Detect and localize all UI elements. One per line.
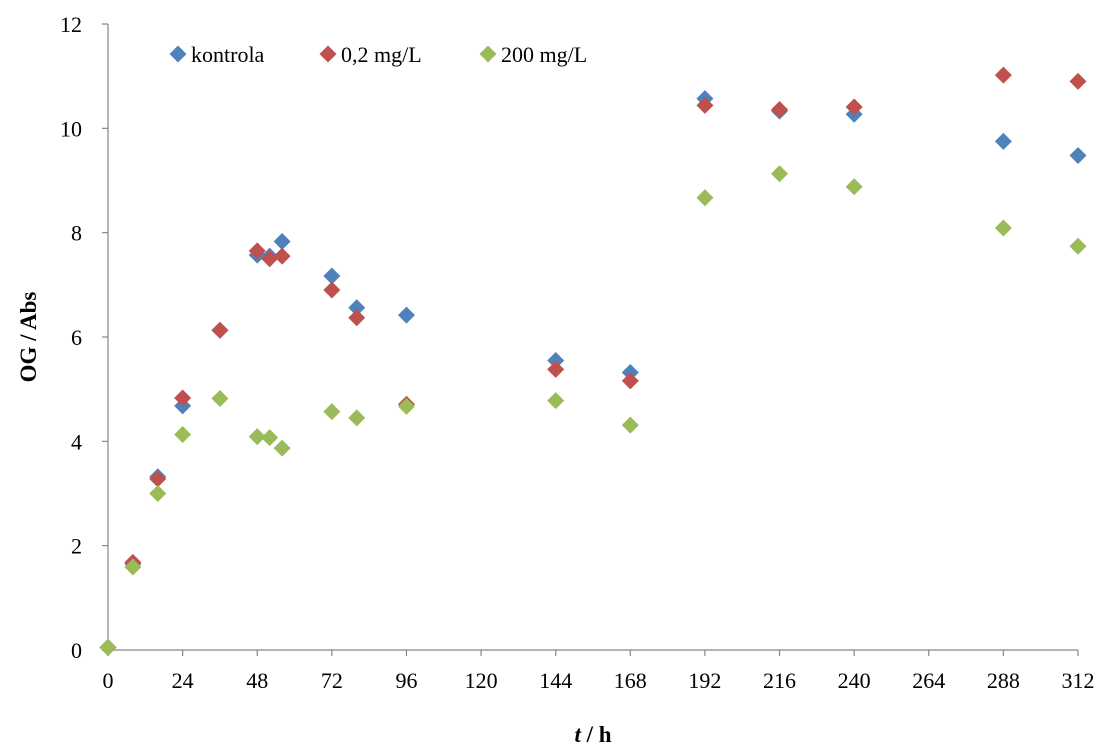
x-axis-title-variable: t: [574, 722, 581, 747]
data-point: [261, 429, 279, 447]
x-tick-label: 240: [838, 668, 871, 693]
data-point: [323, 403, 341, 421]
data-point: [174, 389, 192, 407]
legend: kontrola 0,2 mg/L 200 mg/L: [169, 42, 587, 67]
x-axis-title: t / h: [574, 722, 611, 747]
x-tick-label: 72: [321, 668, 343, 693]
y-tick-label: 0: [71, 638, 82, 663]
x-axis-ticks: 0 24 48 72 96 120 144 168 192 216 240 264 288 312: [103, 650, 1095, 693]
data-point: [621, 372, 639, 390]
x-tick-label: 144: [539, 668, 572, 693]
data-point: [99, 638, 117, 656]
data-point: [261, 250, 279, 268]
data-point: [696, 96, 714, 114]
legend-item: 0,2 mg/L: [319, 42, 422, 67]
data-point: [149, 485, 167, 502]
data-points: [99, 66, 1087, 656]
data-point: [994, 219, 1012, 237]
data-point: [248, 428, 266, 446]
data-point: [621, 416, 639, 434]
y-tick-label: 6: [71, 325, 82, 350]
legend-label: kontrola: [191, 42, 265, 67]
x-tick-label: 312: [1062, 668, 1095, 693]
data-point: [547, 360, 565, 378]
x-tick-label: 120: [465, 668, 498, 693]
data-point: [124, 558, 142, 576]
data-point: [994, 66, 1012, 84]
y-tick-label: 12: [60, 12, 82, 37]
x-tick-label: 216: [763, 668, 796, 693]
data-point: [211, 390, 229, 408]
y-tick-label: 10: [60, 116, 82, 141]
y-axis-title: OG / Abs: [16, 292, 41, 383]
y-tick-label: 8: [71, 221, 82, 246]
legend-label: 200 mg/L: [501, 42, 587, 67]
data-point: [323, 267, 341, 285]
data-point: [248, 242, 266, 260]
data-point: [771, 165, 789, 183]
x-tick-label: 192: [688, 668, 721, 693]
data-point: [149, 470, 167, 488]
x-tick-label: 264: [912, 668, 945, 693]
x-tick-label: 96: [395, 668, 417, 693]
data-point: [994, 132, 1012, 150]
data-point: [273, 439, 291, 457]
data-point: [348, 409, 366, 427]
plot-area: 0 24 48 72 96 120 144 168 192 216 240 264 288 312 024…: [60, 12, 1095, 693]
legend-marker: [319, 45, 337, 63]
data-point: [273, 233, 291, 251]
y-axis-ticks: 0 2 4 6 8 10 12: [60, 12, 108, 663]
legend-label: 0,2 mg/L: [341, 42, 422, 67]
data-point: [397, 397, 415, 415]
data-point: [323, 281, 341, 299]
series-1: [99, 66, 1087, 656]
data-point: [696, 189, 714, 207]
series-0: [99, 90, 1087, 656]
data-point: [348, 309, 366, 327]
series-2: [99, 165, 1087, 656]
data-point: [547, 392, 565, 410]
data-point: [1069, 237, 1087, 255]
legend-marker: [169, 45, 187, 63]
data-point: [174, 426, 192, 444]
data-point: [397, 306, 415, 324]
data-point: [1069, 146, 1087, 164]
data-point: [1069, 72, 1087, 90]
legend-item: kontrola: [169, 42, 265, 67]
x-tick-label: 48: [246, 668, 268, 693]
data-point: [845, 178, 863, 196]
legend-item: 200 mg/L: [479, 42, 587, 67]
data-point: [273, 247, 291, 265]
data-point: [771, 101, 789, 119]
data-point: [211, 321, 229, 339]
x-tick-label: 24: [172, 668, 194, 693]
data-point: [348, 299, 366, 317]
data-point: [547, 351, 565, 369]
y-tick-label: 2: [71, 534, 82, 559]
x-tick-label: 168: [614, 668, 647, 693]
legend-marker: [479, 45, 497, 63]
data-point: [845, 98, 863, 116]
x-tick-label: 0: [103, 668, 114, 693]
y-tick-label: 4: [71, 429, 82, 454]
x-axis-title-unit: / h: [581, 722, 612, 747]
x-tick-label: 288: [987, 668, 1020, 693]
